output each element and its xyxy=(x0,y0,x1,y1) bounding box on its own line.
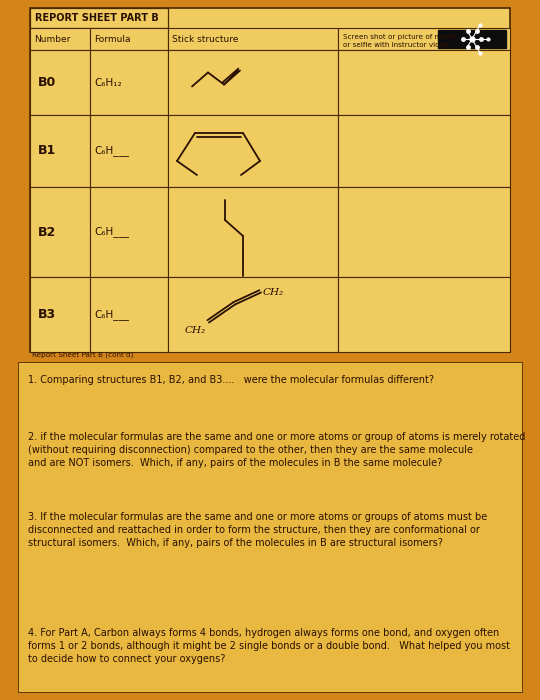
Text: B2: B2 xyxy=(38,225,56,239)
Bar xyxy=(30,277,90,352)
Bar xyxy=(168,50,338,115)
Bar xyxy=(168,277,338,352)
Text: B1: B1 xyxy=(38,144,56,158)
Bar xyxy=(338,50,510,115)
Bar xyxy=(338,277,510,352)
Text: Formula: Formula xyxy=(94,34,131,43)
Text: C₆H___: C₆H___ xyxy=(94,146,129,157)
Bar xyxy=(30,50,90,115)
Bar xyxy=(30,115,90,187)
Bar xyxy=(18,362,522,692)
Bar xyxy=(30,28,90,50)
Bar xyxy=(90,50,168,115)
Text: Number: Number xyxy=(34,34,70,43)
Text: REPORT SHEET PART B: REPORT SHEET PART B xyxy=(35,13,159,23)
Text: 4. For Part A, Carbon always forms 4 bonds, hydrogen always forms one bond, and : 4. For Part A, Carbon always forms 4 bon… xyxy=(28,628,510,664)
Bar xyxy=(30,8,168,28)
Bar xyxy=(168,28,338,50)
Text: 2. if the molecular formulas are the same and one or more atoms or group of atom: 2. if the molecular formulas are the sam… xyxy=(28,432,525,468)
Bar xyxy=(90,277,168,352)
Bar xyxy=(90,187,168,277)
Bar xyxy=(338,187,510,277)
Text: CH₂: CH₂ xyxy=(263,288,284,297)
Text: 1. Comparing structures B1, B2, and B3....   were the molecular formulas differe: 1. Comparing structures B1, B2, and B3..… xyxy=(28,375,434,385)
Text: C₆H___: C₆H___ xyxy=(94,227,129,237)
Text: CH₂: CH₂ xyxy=(185,326,206,335)
Bar xyxy=(438,30,506,48)
Text: C₆H₁₂: C₆H₁₂ xyxy=(94,78,122,88)
Text: C₆H___: C₆H___ xyxy=(94,309,129,320)
Text: or selfie with instructor video: or selfie with instructor video xyxy=(343,42,449,48)
Bar xyxy=(338,115,510,187)
Bar xyxy=(90,115,168,187)
Text: Report Sheet Part B (cont'd): Report Sheet Part B (cont'd) xyxy=(32,351,133,358)
Text: B3: B3 xyxy=(38,308,56,321)
Bar xyxy=(168,187,338,277)
Bar xyxy=(30,8,510,352)
Bar xyxy=(168,115,338,187)
Text: B0: B0 xyxy=(38,76,56,89)
Bar xyxy=(338,28,510,50)
Text: Screen shot or picture of model: Screen shot or picture of model xyxy=(343,34,457,40)
Bar xyxy=(30,187,90,277)
Text: Stick structure: Stick structure xyxy=(172,34,238,43)
Bar xyxy=(90,28,168,50)
Text: 3. If the molecular formulas are the same and one or more atoms or groups of ato: 3. If the molecular formulas are the sam… xyxy=(28,512,487,548)
